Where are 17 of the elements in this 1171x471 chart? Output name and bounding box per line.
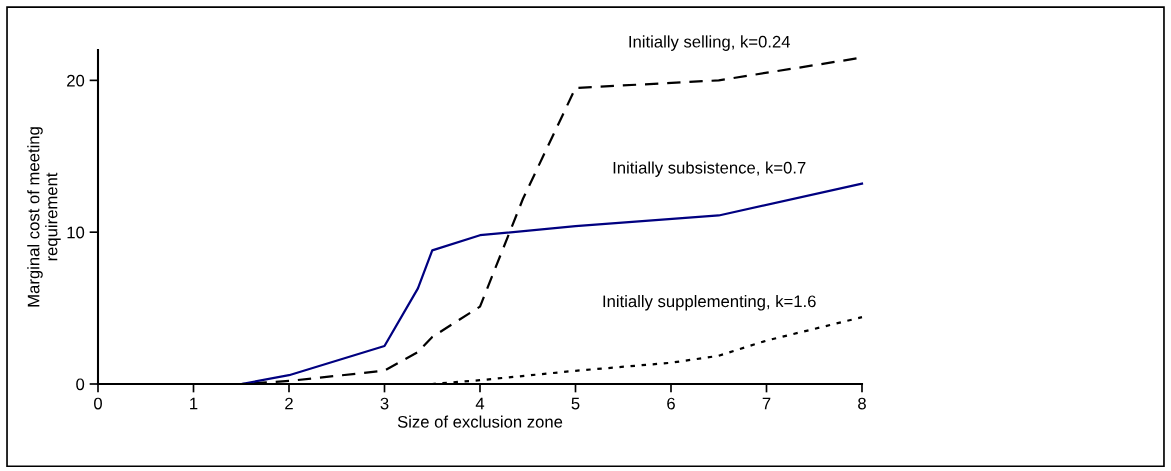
x-tick-label: 3 (380, 397, 389, 410)
x-tick-label: 4 (475, 397, 485, 410)
y-axis-title: Marginal cost of meeting requirement (27, 127, 61, 307)
x-tick-label: 2 (285, 397, 293, 410)
x-tick-label: 8 (858, 397, 866, 410)
x-tick-label: 5 (571, 397, 580, 410)
x-axis-title: Size of exclusion zone (397, 415, 563, 428)
series-label: Initially subsistence, k=0.7 (613, 161, 806, 177)
x-tick-label: 6 (667, 397, 675, 410)
y-tick-label: 10 (67, 226, 85, 239)
x-tick-label: 0 (94, 397, 102, 410)
x-tick-label: 1 (190, 397, 198, 410)
y-tick-label: 0 (76, 378, 85, 391)
x-tick-label: 7 (762, 397, 771, 410)
series-label: Initially supplementing, k=1.6 (603, 294, 816, 311)
series-label: Initially selling, k=0.24 (629, 35, 791, 51)
y-tick-label: 20 (67, 74, 85, 87)
